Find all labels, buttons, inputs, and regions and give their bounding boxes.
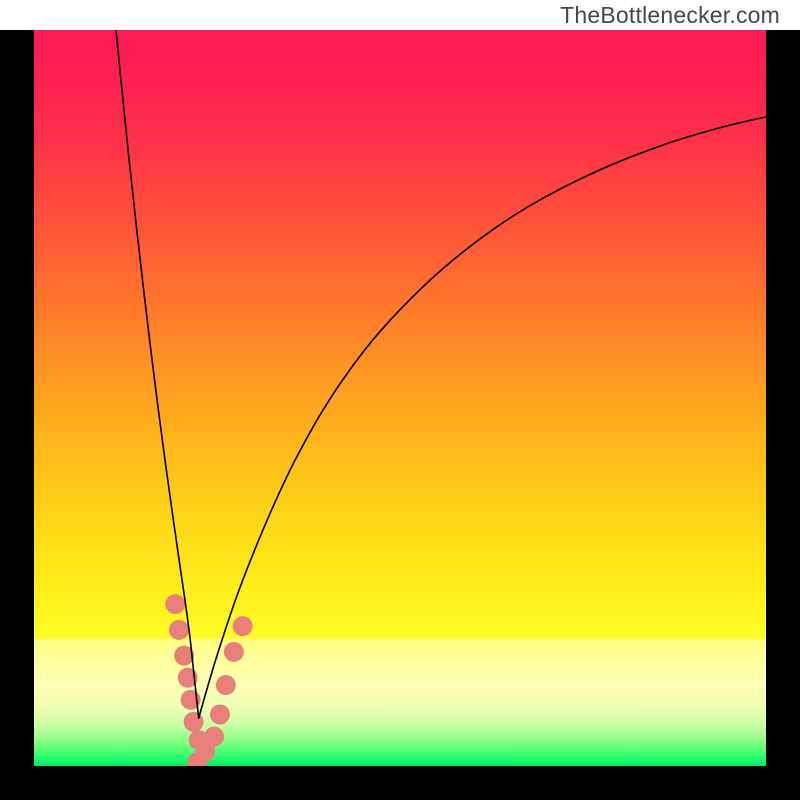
cluster-dot [204,727,224,747]
frame-right [766,0,800,800]
cluster-dot [210,704,230,724]
cluster-dot [184,712,204,732]
right-curve [199,117,766,718]
cluster-dot [233,616,253,636]
frame-bottom [0,766,800,800]
chart-svg [0,0,800,800]
frame-left [0,0,34,800]
chart-canvas: TheBottlenecker.com [0,0,800,800]
attribution-text: TheBottlenecker.com [560,2,780,29]
left-curve [116,30,199,718]
cluster-dot [169,620,189,640]
cluster-dot [165,594,185,614]
cluster-dot [224,642,244,662]
cluster-dot [216,675,236,695]
